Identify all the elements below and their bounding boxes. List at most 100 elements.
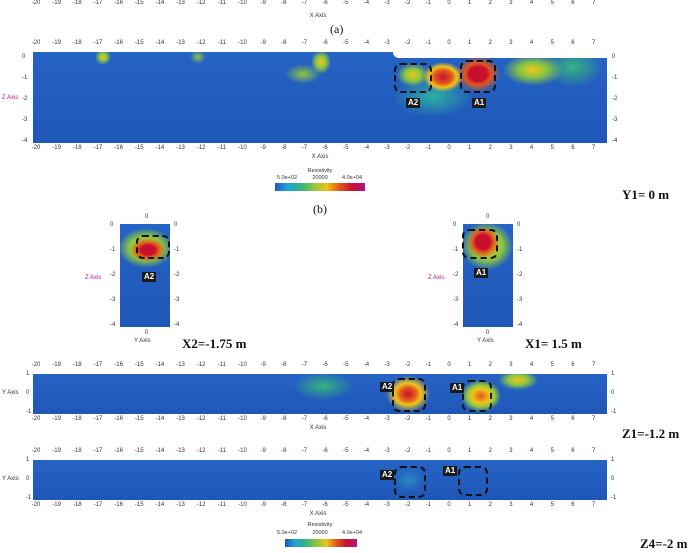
- x-tick-label: 6: [571, 0, 575, 6]
- x2-a2-box: [136, 235, 170, 259]
- vertical-tick-label: -1: [110, 247, 116, 253]
- x-tick-label: -17: [93, 502, 103, 508]
- z4-slice-panel: [33, 460, 607, 500]
- x-tick-label: 3: [509, 448, 513, 454]
- z1-a1-label: A1: [450, 383, 465, 393]
- x-tick-label: -19: [52, 362, 61, 368]
- z4-a1-label: A1: [443, 466, 458, 476]
- y1-a2-label: A2: [406, 98, 421, 108]
- x-tick-label: 3: [509, 40, 513, 46]
- x-tick-label: 0: [447, 502, 451, 508]
- x-tick-label: -2: [405, 362, 411, 368]
- x-tick-label: -2: [405, 416, 411, 422]
- colorbar2-mid: 20000: [312, 530, 328, 536]
- vertical-tick-label: -1: [517, 247, 523, 253]
- x-tick-label: -14: [155, 0, 165, 6]
- x-tick-label: -8: [281, 416, 287, 422]
- x-tick-label: -16: [114, 362, 123, 368]
- y1-a1-label: A1: [472, 98, 487, 108]
- x-tick-label: -12: [196, 0, 206, 6]
- x-tick-label: -10: [238, 416, 247, 422]
- x-tick-label: -12: [196, 40, 206, 46]
- z1-x-axis-title: X Axis: [309, 425, 327, 431]
- x-tick-label: 2: [488, 40, 492, 46]
- x-tick-label: -10: [238, 0, 247, 6]
- x-tick-label: 5: [550, 448, 554, 454]
- vertical-tick-label: -1: [453, 247, 459, 253]
- x-tick-label: -12: [196, 502, 206, 508]
- x-tick-label: 5: [550, 40, 554, 46]
- x-tick-label: -10: [238, 145, 247, 151]
- z4-bottom-x-axis: -20 -19 -18 -17 -16 -15 -14 -13 -12 -11 -10 -9 -8 -7-…: [0, 502, 700, 514]
- x-tick-label: -20: [31, 145, 41, 151]
- x-tick-label: 5: [550, 145, 554, 151]
- z1-a2-label: A2: [380, 382, 395, 392]
- x-tick-label: 3: [509, 362, 513, 368]
- colorbar1-min: 5.0e+02: [276, 175, 298, 181]
- x-tick-label: -3: [384, 0, 390, 6]
- vertical-tick-label: 0: [26, 476, 30, 482]
- x-tick-label: 7: [591, 502, 596, 508]
- x-tick-label: 1: [467, 145, 472, 151]
- x-tick-label: -12: [196, 416, 206, 422]
- colorbar1: [275, 183, 365, 191]
- x1-z-axis-title: Z Axis: [428, 275, 445, 281]
- x-tick-label: -11: [217, 416, 226, 422]
- x-tick-label: -13: [176, 448, 185, 454]
- x-tick-label: -18: [72, 0, 82, 6]
- z4-a2-box: [394, 466, 426, 498]
- x-tick-label: -17: [93, 0, 103, 6]
- x-tick-label: -10: [238, 40, 247, 46]
- x-tick-label: 2: [488, 416, 492, 422]
- vertical-tick-label: -2: [612, 96, 618, 102]
- z4-y-axis-title: Y Axis: [2, 476, 19, 482]
- x-tick-label: -8: [281, 502, 287, 508]
- x-tick-label: 6: [571, 145, 575, 151]
- vertical-tick-label: -4: [612, 138, 618, 144]
- x-tick-label: -8: [281, 0, 287, 6]
- vertical-tick-label: 0: [110, 222, 114, 228]
- x-tick-label: 2: [488, 362, 492, 368]
- x-tick-label: -11: [217, 145, 226, 151]
- x-tick-label: 7: [591, 416, 596, 422]
- vertical-tick-label: -4: [174, 322, 180, 328]
- z1-y-axis-title: Y Axis: [2, 390, 19, 396]
- x-tick-label: -5: [343, 416, 349, 422]
- x-tick-label: -18: [72, 416, 82, 422]
- x-tick-label: 7: [591, 0, 596, 6]
- x-tick-label: -17: [93, 40, 103, 46]
- vertical-tick-label: 1: [26, 371, 30, 377]
- vertical-tick-label: 0: [22, 54, 26, 60]
- x-tick-label: -17: [93, 416, 103, 422]
- x-tick-label: -11: [217, 502, 226, 508]
- x-tick-label: -6: [322, 145, 328, 151]
- vertical-tick-label: 0: [611, 476, 615, 482]
- x2-z-axis-title: Z Axis: [85, 275, 102, 281]
- x-tick-label: -9: [260, 416, 266, 422]
- label-z4: Z4=-2 m: [640, 536, 688, 551]
- x-tick-label: -8: [281, 448, 287, 454]
- x-tick-label: 0: [447, 145, 451, 151]
- x-tick-label: 4: [529, 40, 534, 46]
- x-tick-label: -4: [363, 502, 370, 508]
- x-tick-label: 6: [571, 362, 575, 368]
- z1-top-x-axis: -20 -19 -18 -17 -16 -15 -14 -13 -12 -11 -10 -9 -8 -7-…: [0, 362, 700, 374]
- x-tick-label: -13: [176, 416, 185, 422]
- x-tick-label: -8: [281, 40, 287, 46]
- x-tick-label: -3: [384, 145, 390, 151]
- x-tick-label: -9: [260, 40, 266, 46]
- vertical-tick-label: -1: [611, 495, 617, 501]
- x-tick-label: -5: [343, 448, 349, 454]
- x-tick-label: -12: [196, 362, 206, 368]
- x-tick-label: -18: [72, 362, 82, 368]
- x-tick-label: -9: [260, 362, 266, 368]
- z1-slice-panel: [33, 374, 607, 414]
- label-x1: X1= 1.5 m: [525, 336, 582, 351]
- x-tick-label: -19: [52, 145, 61, 151]
- x-tick-label: -18: [72, 145, 82, 151]
- x-tick-label: -7: [301, 502, 308, 508]
- x2-bottom-tick: 0: [145, 330, 149, 336]
- x-tick-label: 4: [529, 502, 534, 508]
- z4-top-x-axis: -20 -19 -18 -17 -16 -15 -14 -13 -12 -11 -10 -9 -8 -7-…: [0, 448, 700, 460]
- x-tick-label: 2: [488, 0, 492, 6]
